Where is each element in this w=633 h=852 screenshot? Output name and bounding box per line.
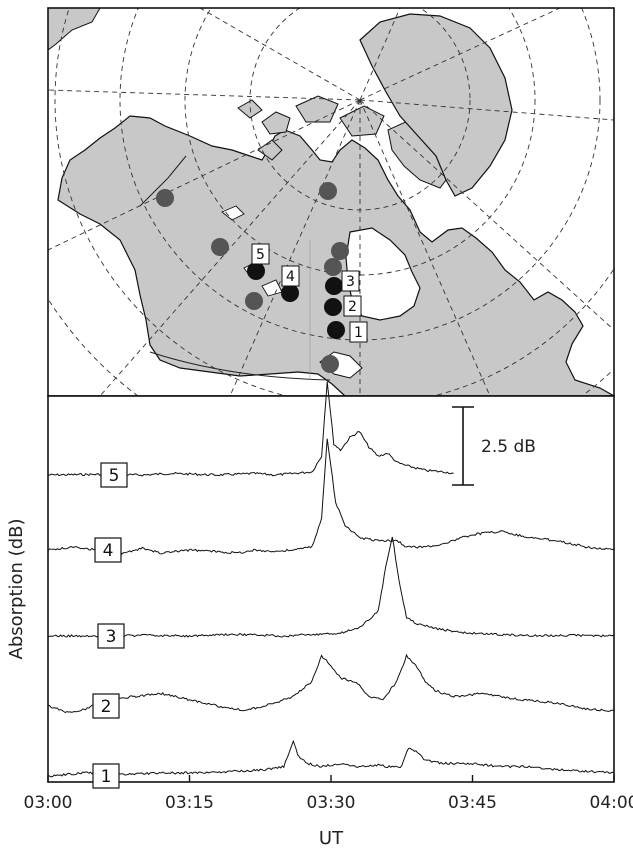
- chart-frame: [47, 395, 615, 783]
- station-label-text: 5: [256, 247, 265, 263]
- station-label-text: 2: [348, 299, 357, 315]
- station-label-text: 4: [286, 269, 295, 285]
- greenland-landmass: [359, 13, 513, 197]
- station-dot-unlabeled: [319, 182, 337, 200]
- series-label-box-5: [100, 462, 128, 488]
- station-dot-3: [325, 277, 343, 295]
- series-line-4: [47, 438, 615, 555]
- series-labels: 5 4 3 2 1: [92, 462, 128, 789]
- latitude-circle: [119, 8, 601, 341]
- chart-panel: Absorption (dB) UT 03:00 03:15 03:30 03:45 0…: [6, 381, 633, 849]
- x-axis-ticks: 03:00 03:15 03:30 03:45 04:00: [24, 775, 633, 813]
- series-label-box-3: [97, 623, 125, 649]
- x-tick-label: 03:00: [24, 793, 73, 813]
- series-line-2: [47, 653, 615, 714]
- meridian: [359, 99, 614, 121]
- station-dot-unlabeled: [331, 242, 349, 260]
- station-dot-unlabeled: [245, 292, 263, 310]
- station-label-text: 1: [354, 325, 363, 341]
- series-label-box-4: [94, 537, 122, 563]
- meridian: [48, 89, 361, 101]
- station-label-5: 5: [251, 243, 270, 265]
- station-label-3: 3: [341, 270, 360, 292]
- station-label-box: [349, 321, 368, 343]
- station-label-box: [343, 295, 362, 317]
- station-dot-5: [247, 262, 265, 280]
- station-label-2: 2: [343, 295, 362, 317]
- x-tick-label: 04:00: [590, 793, 633, 813]
- series-label-text-4: 4: [103, 541, 114, 561]
- x-tick-label: 03:45: [448, 793, 497, 813]
- station-dot-unlabeled: [156, 189, 174, 207]
- station-label-1: 1: [349, 321, 368, 343]
- map-panel: 5 4 3 2 1: [47, 7, 615, 397]
- station-dot-2: [324, 298, 342, 316]
- scale-bar: 2.5 dB: [452, 406, 536, 486]
- scale-bar-label: 2.5 dB: [481, 437, 536, 457]
- meridian: [359, 8, 401, 101]
- station-dot-4: [281, 284, 299, 302]
- series-label-box-1: [92, 763, 120, 789]
- series-label-text-2: 2: [101, 697, 112, 717]
- meridian: [359, 8, 561, 101]
- meridian: [48, 99, 361, 251]
- series-label-box-2: [92, 693, 120, 719]
- station-label-box: [251, 243, 270, 265]
- series-label-text-5: 5: [109, 466, 120, 486]
- series-label-text-3: 3: [106, 627, 117, 647]
- series-label-text-1: 1: [101, 767, 112, 787]
- arctic-island: [261, 111, 291, 135]
- y-axis-label: Absorption (dB): [6, 519, 27, 660]
- station-dot-unlabeled: [324, 258, 342, 276]
- station-dot-unlabeled: [211, 238, 229, 256]
- lake: [221, 205, 245, 221]
- graticule: [48, 8, 614, 396]
- arctic-island: [257, 139, 283, 161]
- x-tick-label: 03:15: [165, 793, 214, 813]
- station-label-box: [341, 270, 360, 292]
- x-tick-label: 03:30: [307, 793, 356, 813]
- series-line-1: [47, 739, 615, 778]
- stations: 5 4 3 2 1: [156, 182, 368, 373]
- station-dot-1: [327, 321, 345, 339]
- meridian: [359, 99, 614, 331]
- us-border: [149, 351, 331, 381]
- alaska-border: [139, 155, 187, 207]
- station-label-text: 3: [346, 274, 355, 290]
- station-label-4: 4: [281, 265, 300, 287]
- latitude-circle: [54, 8, 614, 396]
- station-label-box: [281, 265, 300, 287]
- station-dot-unlabeled: [321, 355, 339, 373]
- meridian: [199, 8, 361, 101]
- series-line-3: [47, 536, 615, 638]
- meridian: [99, 99, 361, 396]
- borders: [139, 155, 331, 381]
- x-axis-label: UT: [319, 828, 344, 849]
